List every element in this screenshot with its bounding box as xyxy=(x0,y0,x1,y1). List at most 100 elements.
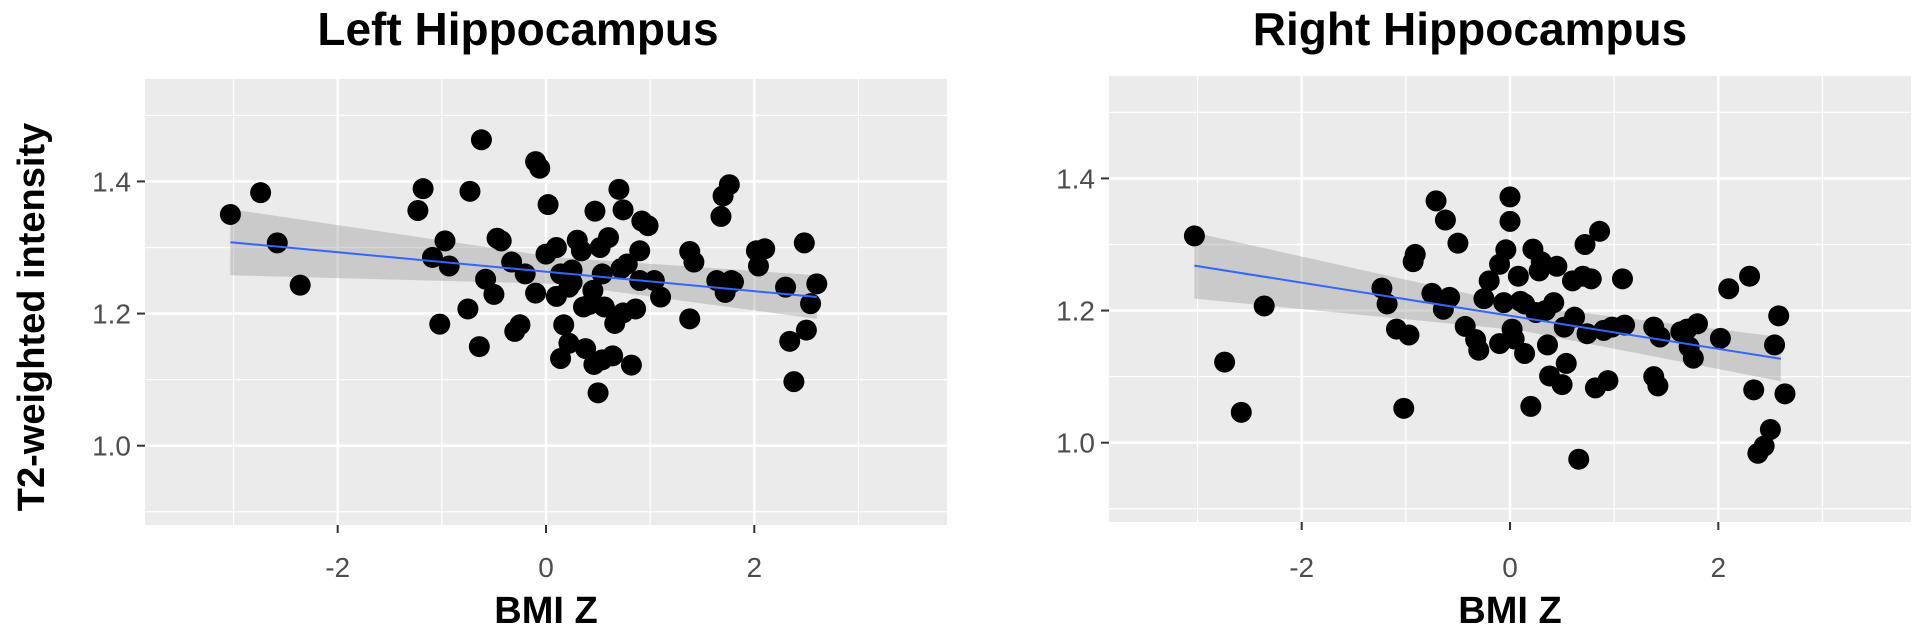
data-point xyxy=(529,157,551,179)
data-point xyxy=(1597,370,1619,392)
data-point xyxy=(1546,255,1568,277)
data-point xyxy=(470,129,492,151)
data-point xyxy=(1499,186,1521,208)
data-point xyxy=(421,246,443,268)
data-point xyxy=(1536,334,1558,356)
data-point xyxy=(597,227,619,249)
y-axis-ticks-left: 1.0 1.2 1.4 xyxy=(92,166,145,462)
data-point xyxy=(1404,243,1426,265)
data-point xyxy=(1574,233,1596,255)
data-point xyxy=(429,313,451,335)
data-point xyxy=(722,271,744,293)
data-point xyxy=(710,205,732,227)
data-point xyxy=(483,283,505,305)
panel-title-right: Right Hippocampus xyxy=(1253,3,1687,55)
y-tick-label: 1.2 xyxy=(92,299,131,330)
data-point xyxy=(1686,313,1708,335)
x-axis-title-left: BMI Z xyxy=(494,590,597,632)
data-point xyxy=(608,178,630,200)
data-point xyxy=(1564,306,1586,328)
data-point xyxy=(525,282,547,304)
data-point xyxy=(1398,324,1420,346)
y-tick-label: 1.0 xyxy=(1056,428,1095,459)
data-point xyxy=(1473,288,1495,310)
data-point xyxy=(1493,292,1515,314)
data-point xyxy=(457,298,479,320)
data-point xyxy=(575,338,597,360)
fit-line-right xyxy=(1194,264,1781,360)
data-point xyxy=(629,240,651,262)
y-tick-label: 1.0 xyxy=(92,431,131,462)
data-point xyxy=(612,199,634,221)
data-point xyxy=(1230,401,1252,423)
data-point xyxy=(537,194,559,216)
fit-line-left xyxy=(230,241,817,299)
data-point xyxy=(1507,265,1529,287)
data-point xyxy=(591,263,613,285)
data-point xyxy=(616,253,638,275)
data-point xyxy=(582,279,604,301)
data-point xyxy=(1718,278,1740,300)
data-point xyxy=(679,308,701,330)
data-point xyxy=(747,255,769,277)
gridlines-left xyxy=(145,79,947,525)
data-point xyxy=(219,203,241,225)
data-point xyxy=(1468,339,1490,361)
data-point xyxy=(558,332,580,354)
data-point xyxy=(289,274,311,296)
data-point xyxy=(1514,343,1536,365)
data-point xyxy=(1495,239,1517,261)
data-point xyxy=(1421,282,1443,304)
right-hippocampus-panel: Right Hippocampus 1.0 1.2 1.4 -2 0 2 BMI Z xyxy=(1056,3,1911,632)
data-point xyxy=(407,199,429,221)
x-tick-label: 2 xyxy=(747,552,763,583)
data-point xyxy=(1434,209,1456,231)
data-point xyxy=(1774,383,1796,405)
data-point xyxy=(584,200,606,222)
data-point xyxy=(1614,314,1636,336)
data-point xyxy=(509,314,531,336)
x-axis-title-right: BMI Z xyxy=(1458,590,1561,632)
data-point xyxy=(412,178,434,200)
data-point xyxy=(553,314,575,336)
x-axis-ticks-left: -2 0 2 xyxy=(325,525,762,583)
data-point xyxy=(1183,225,1205,247)
data-point xyxy=(1743,379,1765,401)
x-axis-ticks-right: -2 0 2 xyxy=(1289,522,1726,583)
regression-line xyxy=(230,241,817,299)
data-point xyxy=(1214,351,1236,373)
y-axis-title: T2-weighted intensity xyxy=(11,123,53,511)
data-point xyxy=(1739,265,1761,287)
data-point xyxy=(779,330,801,352)
data-point xyxy=(795,319,817,341)
data-point xyxy=(561,259,583,281)
data-point xyxy=(1611,268,1633,290)
data-point xyxy=(1647,375,1669,397)
data-point xyxy=(570,240,592,262)
x-tick-label: 0 xyxy=(1502,552,1518,583)
data-point xyxy=(438,255,460,277)
data-point xyxy=(1520,395,1542,417)
data-point xyxy=(490,230,512,252)
data-point xyxy=(468,336,490,358)
data-point xyxy=(806,273,828,295)
data-point xyxy=(1439,286,1461,308)
data-point xyxy=(1376,293,1398,315)
data-point xyxy=(593,296,615,318)
y-axis-ticks-right: 1.0 1.2 1.4 xyxy=(1056,163,1109,459)
data-point xyxy=(250,182,272,204)
data-point xyxy=(514,263,536,285)
data-point xyxy=(459,180,481,202)
data-point xyxy=(1682,347,1704,369)
data-point xyxy=(1555,352,1577,374)
data-point xyxy=(1503,328,1525,350)
left-hippocampus-panel: Left Hippocampus 1.0 1.2 1.4 -2 0 2 BMI Z xyxy=(92,3,947,632)
x-tick-label: 0 xyxy=(538,552,554,583)
data-point xyxy=(718,174,740,196)
data-point xyxy=(637,215,659,237)
data-point xyxy=(754,238,776,260)
data-point xyxy=(620,354,642,376)
data-point xyxy=(1764,334,1786,356)
